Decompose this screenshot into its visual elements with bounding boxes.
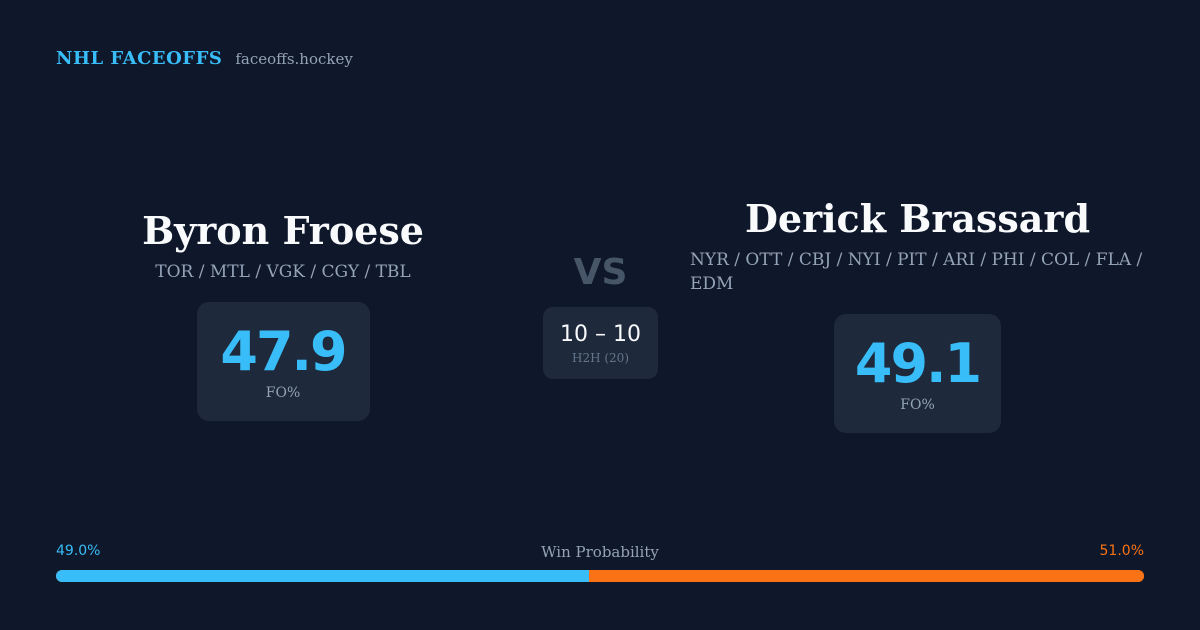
win-probability-left-value: 49.0% <box>56 543 101 559</box>
player-left-name: Byron Froese <box>142 208 424 253</box>
win-probability-left-fill <box>56 570 590 582</box>
win-probability-right-fill <box>589 570 1144 582</box>
win-probability-title: Win Probability <box>541 543 659 561</box>
player-right-fo-label: FO% <box>900 396 935 413</box>
player-left-fo-value: 47.9 <box>220 319 347 383</box>
player-left-teams: TOR / MTL / VGK / CGY / TBL <box>155 262 411 282</box>
player-right-teams: NYR / OTT / CBJ / NYI / PIT / ARI / PHI … <box>690 250 1143 294</box>
player-left-fo-card: 47.9 FO% <box>196 302 370 421</box>
win-probability-labels: 49.0% Win Probability 51.0% <box>56 543 1144 563</box>
brand-name: NHL FACEOFFS <box>56 48 223 69</box>
player-left-fo-label: FO% <box>265 384 301 401</box>
brand-header: NHL FACEOFFS faceoffs.hockey <box>56 48 353 69</box>
vs-label: VS <box>573 252 628 293</box>
h2h-score: 10 – 10 <box>560 321 641 347</box>
h2h-label: H2H (20) <box>571 350 629 365</box>
player-right-fo-card: 49.1 FO% <box>834 314 1001 433</box>
h2h-card: 10 – 10 H2H (20) <box>543 307 658 379</box>
win-probability-right-value: 51.0% <box>1099 543 1144 559</box>
player-left-panel: Byron Froese TOR / MTL / VGK / CGY / TBL… <box>130 208 436 421</box>
player-right-panel: Derick Brassard NYR / OTT / CBJ / NYI / … <box>690 196 1145 433</box>
player-right-fo-value: 49.1 <box>854 331 982 395</box>
player-right-name: Derick Brassard <box>744 196 1091 241</box>
brand-url: faceoffs.hockey <box>235 50 353 68</box>
win-probability-bar <box>56 570 1144 582</box>
